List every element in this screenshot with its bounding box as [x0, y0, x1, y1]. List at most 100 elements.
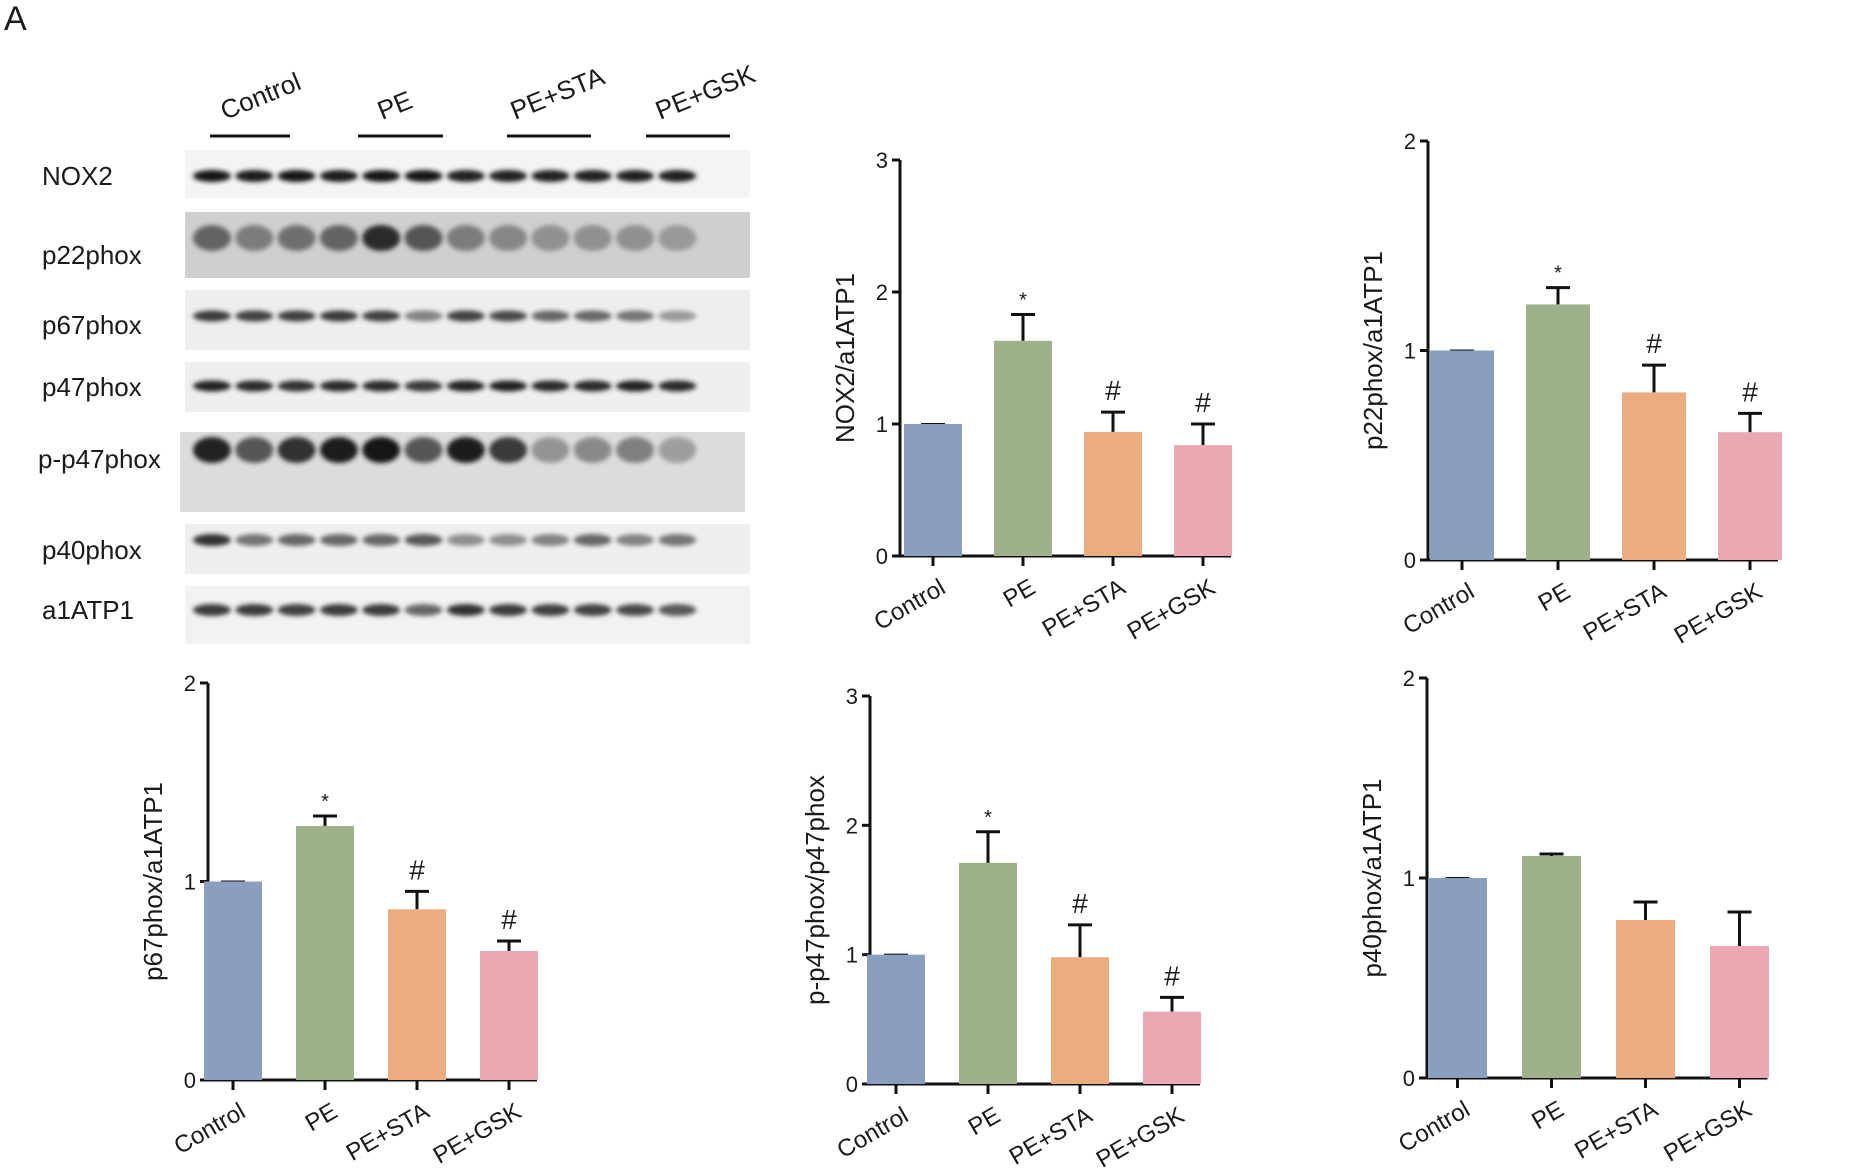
x-tick-label: PE [301, 1098, 342, 1137]
blot-band [319, 225, 358, 251]
x-tick-label: PE+GSK [429, 1098, 526, 1170]
blot-group-label: PE [373, 85, 416, 126]
blot-band [193, 534, 231, 546]
x-tick-label: PE+STA [1570, 1096, 1662, 1165]
bar [904, 424, 962, 556]
x-tick-label: PE [1534, 578, 1575, 617]
blot-band [235, 534, 274, 546]
blot-band [277, 604, 316, 616]
blot-band [531, 534, 570, 546]
significance-mark: # [1105, 375, 1121, 406]
y-tick-label: 1 [184, 870, 196, 895]
blot-band [658, 437, 697, 463]
x-tick-label: PE+STA [1005, 1102, 1097, 1171]
bar [1526, 304, 1590, 560]
blot-band [362, 534, 401, 546]
blot-group-label: PE+STA [506, 61, 609, 126]
blot-band [658, 604, 697, 616]
blot-group-label: PE+GSK [651, 58, 760, 125]
blot-band [446, 170, 485, 182]
blot-band [489, 534, 528, 546]
y-tick-label: 0 [184, 1068, 196, 1093]
blot-row-label: p40phox [42, 535, 142, 565]
blot-band [531, 437, 570, 463]
blot-band [193, 310, 231, 322]
blot-row-label: NOX2 [42, 161, 113, 191]
blot-row-label: p47phox [42, 372, 142, 402]
blot-band [658, 534, 697, 546]
blot-band [573, 437, 612, 463]
blot-band [404, 437, 443, 463]
x-tick-label: PE+STA [1579, 578, 1671, 647]
blot-band [193, 170, 231, 182]
x-tick-label: Control [1398, 578, 1479, 640]
y-tick-label: 2 [876, 280, 888, 305]
blot-band [616, 380, 654, 392]
y-tick-label: 1 [846, 943, 858, 968]
bar [388, 909, 446, 1080]
y-tick-label: 0 [876, 544, 888, 569]
blot-row-label: p22phox [42, 240, 142, 270]
blot-band [235, 225, 274, 251]
p67phox-bar-chart: 0 1 2 p67phox/a1ATP1 Control PE * PE+STA # PE+GSK… [138, 671, 538, 1170]
blot-band [489, 170, 528, 182]
blot-band [616, 225, 654, 251]
bar [1622, 392, 1686, 560]
blot-band [531, 380, 570, 392]
y-tick-label: 1 [876, 412, 888, 437]
panel-label: A [4, 0, 27, 38]
blot-band [319, 604, 358, 616]
x-tick-label: PE+GSK [1670, 578, 1767, 650]
blot-band [489, 225, 528, 251]
blot-band [446, 225, 485, 251]
y-tick-label: 0 [1403, 1066, 1415, 1091]
blot-band [446, 604, 485, 616]
blot-band [531, 225, 570, 251]
y-axis-title: p67phox/a1ATP1 [138, 782, 168, 981]
y-tick-label: 1 [1404, 339, 1416, 364]
blot-band [362, 225, 401, 251]
bar [1084, 431, 1142, 556]
y-tick-label: 1 [1403, 866, 1415, 891]
blot-band [658, 380, 697, 392]
blot-band [319, 534, 358, 546]
blot-band [277, 534, 316, 546]
blot-band [404, 225, 443, 251]
blot-band [193, 437, 231, 463]
blot-band [404, 534, 443, 546]
blot-band [235, 310, 274, 322]
significance-mark: # [409, 854, 425, 885]
nox2-bar-chart: 0 1 2 3 NOX2/a1ATP1 Control PE * PE+STA # PE+GSK # [830, 148, 1232, 646]
blot-row-label: p67phox [42, 310, 142, 340]
blot-band [573, 310, 612, 322]
blot-band [404, 604, 443, 616]
blot-band [193, 380, 231, 392]
y-axis-title: p40phox/a1ATP1 [1357, 779, 1387, 978]
blot-band [658, 310, 697, 322]
p22phox-bar-chart: 0 1 2 p22phox/a1ATP1 Control PE * PE+STA # PE+GSK… [1358, 129, 1782, 650]
blot-band [573, 225, 612, 251]
blot-band [362, 310, 401, 322]
y-tick-label: 2 [846, 813, 858, 838]
y-tick-label: 2 [1403, 666, 1415, 691]
y-axis-title: NOX2/a1ATP1 [830, 273, 860, 443]
blot-band [531, 310, 570, 322]
significance-mark: * [1554, 263, 1562, 285]
blot-band [277, 380, 316, 392]
bar [959, 862, 1017, 1084]
bar [994, 340, 1052, 556]
blot-band [489, 380, 528, 392]
blot-band [235, 437, 274, 463]
western-blot: Control PE PE+STA PE+GSK NOX2 p22phox p67phox p… [38, 58, 760, 644]
x-tick-label: PE+GSK [1123, 574, 1220, 646]
blot-band [404, 380, 443, 392]
blot-band [362, 604, 401, 616]
significance-mark: * [984, 807, 992, 829]
bar [1718, 432, 1782, 560]
blot-band [362, 380, 401, 392]
bar [204, 881, 262, 1080]
x-tick-label: PE [999, 574, 1040, 613]
blot-band [446, 380, 485, 392]
blot-band [658, 170, 697, 182]
